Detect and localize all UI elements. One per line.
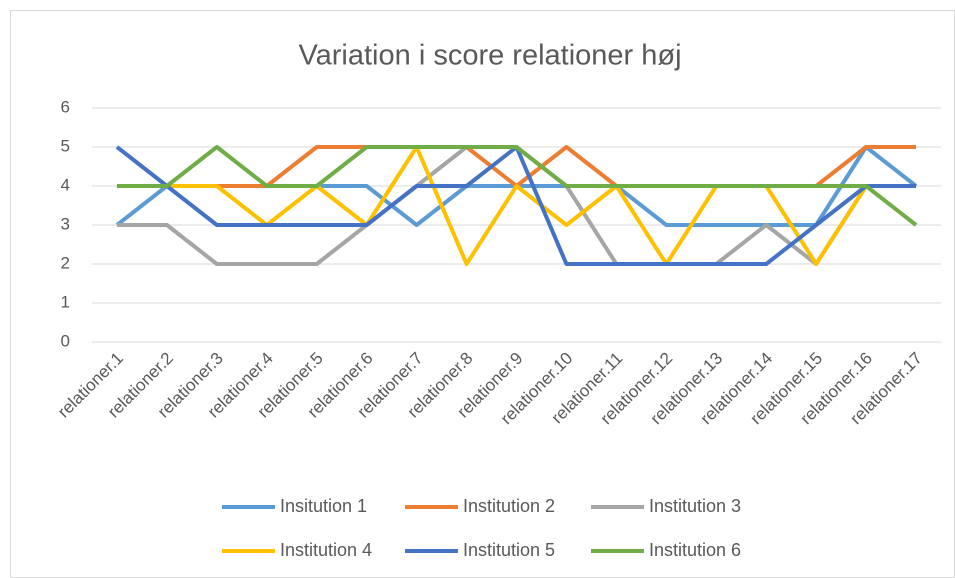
y-tick-label: 1 — [61, 292, 70, 311]
y-tick-label: 0 — [61, 331, 70, 350]
legend-label: Institution 5 — [463, 540, 555, 560]
series-line — [116, 145, 917, 266]
y-tick-label: 6 — [61, 97, 70, 116]
chart-frame — [10, 10, 955, 578]
y-tick-label: 3 — [61, 214, 70, 233]
legend-label: Institution 3 — [649, 496, 741, 516]
chart-title: Variation i score relationer høj — [298, 40, 681, 72]
y-tick-label: 2 — [61, 253, 70, 272]
legend-label: Insitution 1 — [280, 496, 367, 516]
series-line — [116, 145, 918, 227]
legend-label: Institution 2 — [463, 496, 555, 516]
legend-label: Institution 6 — [649, 540, 741, 560]
y-tick-label: 5 — [61, 136, 70, 155]
y-tick-label: 4 — [61, 175, 70, 194]
legend-label: Institution 4 — [280, 540, 372, 560]
